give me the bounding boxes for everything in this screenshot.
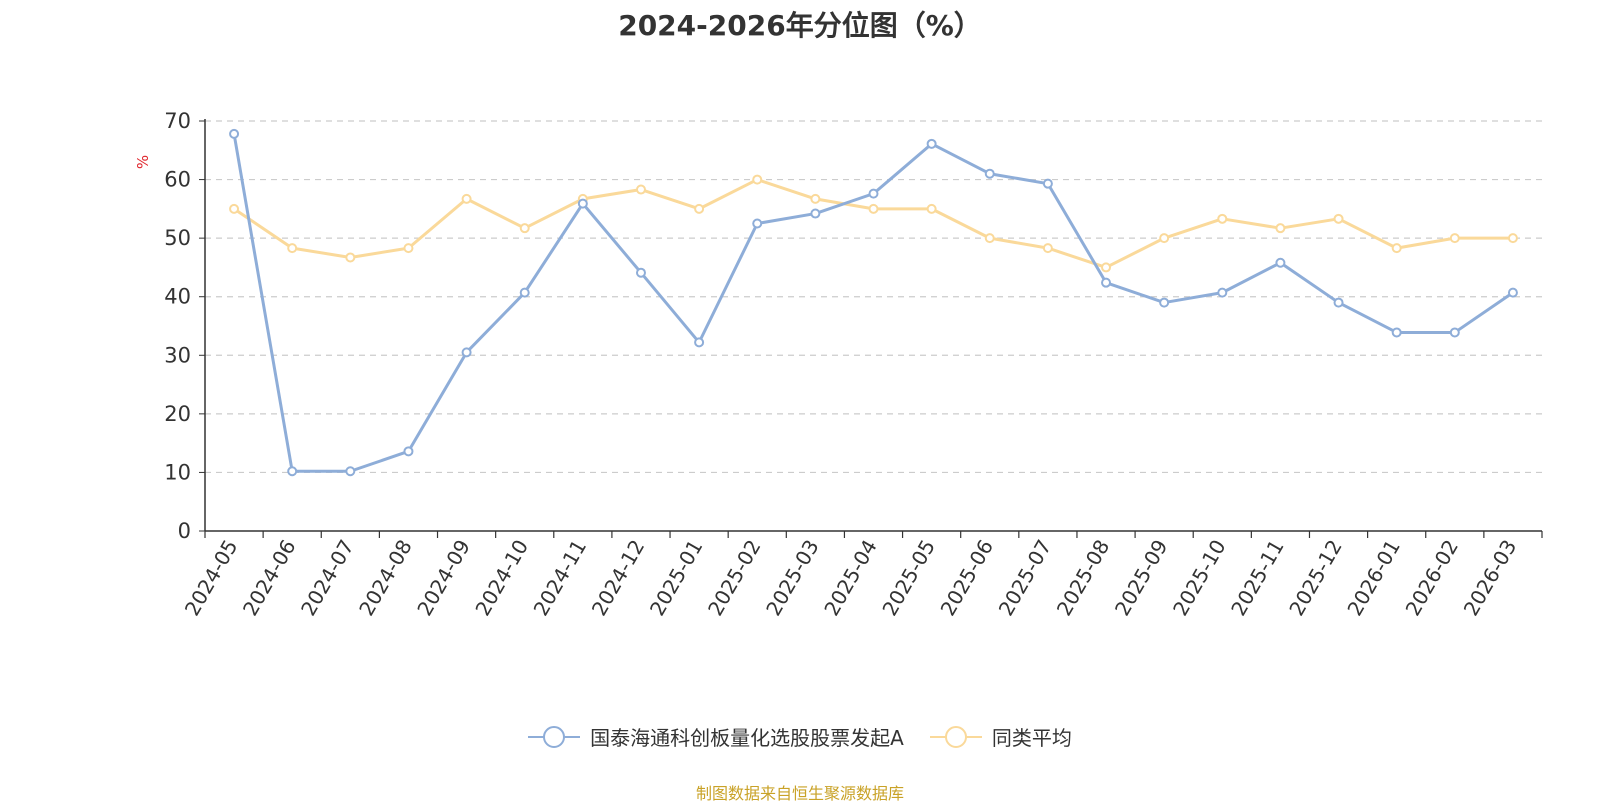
x-tick-label-2024-10: 2024-10 [470,536,533,620]
x-tick-label-2025-02: 2025-02 [703,536,766,620]
data-point-s2-2025-11 [1275,223,1286,234]
data-point-s1-2025-09 [1159,297,1170,308]
data-point-s2-2025-10 [1217,213,1228,224]
x-tick-label-2024-12: 2024-12 [587,536,650,620]
data-point-s1-2025-03 [810,208,821,219]
x-tick-label-2024-06: 2024-06 [238,536,301,620]
data-point-s1-2024-07 [345,466,356,477]
data-point-s1-2025-02 [752,218,763,229]
y-tick-label-20: 20 [164,402,191,426]
x-tick-label-2025-01: 2025-01 [645,536,708,620]
x-tick-label-2024-08: 2024-08 [354,536,417,620]
x-tick-label-2024-09: 2024-09 [412,536,475,620]
x-tick-label-2024-07: 2024-07 [296,536,359,620]
x-tick-label-2024-05: 2024-05 [180,536,243,620]
data-point-s1-2025-12 [1333,297,1344,308]
legend-label-series-1: 国泰海通科创板量化选股股票发起A [590,726,904,750]
y-tick-label-60: 60 [164,168,191,192]
data-point-s1-2024-11 [577,198,588,209]
data-point-s2-2024-12 [635,184,646,195]
data-point-s2-2025-07 [1042,243,1053,254]
data-point-s1-2025-01 [694,337,705,348]
x-tick-label-2024-11: 2024-11 [529,536,592,620]
data-point-s2-2024-09 [461,193,472,204]
data-point-s1-2025-05 [926,138,937,149]
data-point-s2-2024-07 [345,252,356,263]
data-point-s1-2024-08 [403,446,414,457]
legend-swatch-series-1-icon [528,725,581,748]
legend-swatch-series-2-icon [929,725,982,748]
x-tick-label-2025-12: 2025-12 [1284,536,1347,620]
data-point-s1-2025-11 [1275,257,1286,268]
x-tick-label-2026-03: 2026-03 [1459,536,1522,620]
x-tick-label-2025-03: 2025-03 [761,536,824,620]
data-point-s2-2025-04 [868,203,879,214]
y-tick-label-70: 70 [164,109,191,133]
y-tick-label-0: 0 [178,519,191,543]
y-tick-label-50: 50 [164,226,191,250]
data-point-s1-2024-06 [287,466,298,477]
legend-item-series-2[interactable]: 同类平均 [929,722,1072,751]
data-point-s2-2025-09 [1159,233,1170,244]
data-point-s2-2026-01 [1391,243,1402,254]
data-point-s2-2025-02 [752,174,763,185]
legend: 国泰海通科创板量化选股股票发起A 同类平均 [0,722,1600,751]
data-point-s2-2024-08 [403,243,414,254]
x-tick-label-2025-06: 2025-06 [936,536,999,620]
data-point-s2-2026-02 [1449,233,1460,244]
x-tick-label-2025-07: 2025-07 [994,536,1057,620]
data-point-s2-2024-06 [287,243,298,254]
y-axis-label: % [134,155,152,169]
data-point-s2-2024-05 [229,203,240,214]
x-tick-label-2025-05: 2025-05 [877,536,940,620]
data-point-s1-2025-08 [1101,277,1112,288]
x-tick-label-2026-02: 2026-02 [1401,536,1464,620]
data-point-s2-2025-08 [1101,262,1112,273]
y-tick-label-40: 40 [164,285,191,309]
data-point-s1-2026-01 [1391,327,1402,338]
data-point-s1-2025-10 [1217,287,1228,298]
legend-label-series-2: 同类平均 [991,726,1072,750]
data-point-s1-2026-02 [1449,327,1460,338]
data-point-s1-2024-05 [229,128,240,139]
data-point-s2-2025-05 [926,203,937,214]
chart-title: 2024-2026年分位图（%） [618,9,982,42]
data-point-s2-2025-06 [984,233,995,244]
data-point-s2-2025-03 [810,193,821,204]
axes: 010203040506070%2024-052024-062024-07202… [134,109,1543,620]
data-point-s1-2024-09 [461,347,472,358]
data-point-s1-2024-12 [635,267,646,278]
data-point-s1-2024-10 [519,287,530,298]
source-note: 制图数据来自恒生聚源数据库 [695,784,904,803]
x-tick-label-2026-01: 2026-01 [1342,536,1405,620]
data-point-s1-2025-04 [868,188,879,199]
series-line-1 [232,132,1515,473]
x-tick-label-2025-11: 2025-11 [1226,536,1289,620]
data-point-s2-2025-12 [1333,213,1344,224]
series-lines [232,132,1515,473]
legend-item-series-1[interactable]: 国泰海通科创板量化选股股票发起A [528,722,904,751]
y-tick-label-30: 30 [164,343,191,367]
x-tick-label-2025-09: 2025-09 [1110,536,1173,620]
x-tick-label-2025-10: 2025-10 [1168,536,1231,620]
x-tick-label-2025-08: 2025-08 [1052,536,1115,620]
grid-lines [205,120,1542,474]
data-point-s2-2024-10 [519,223,530,234]
data-points [229,128,1518,477]
x-tick-label-2025-04: 2025-04 [819,536,882,620]
data-point-s2-2026-03 [1507,233,1518,244]
y-tick-label-10: 10 [164,460,191,484]
data-point-s1-2025-07 [1042,178,1053,189]
data-point-s2-2025-01 [694,203,705,214]
data-point-s1-2025-06 [984,168,995,179]
data-point-s1-2026-03 [1507,287,1518,298]
